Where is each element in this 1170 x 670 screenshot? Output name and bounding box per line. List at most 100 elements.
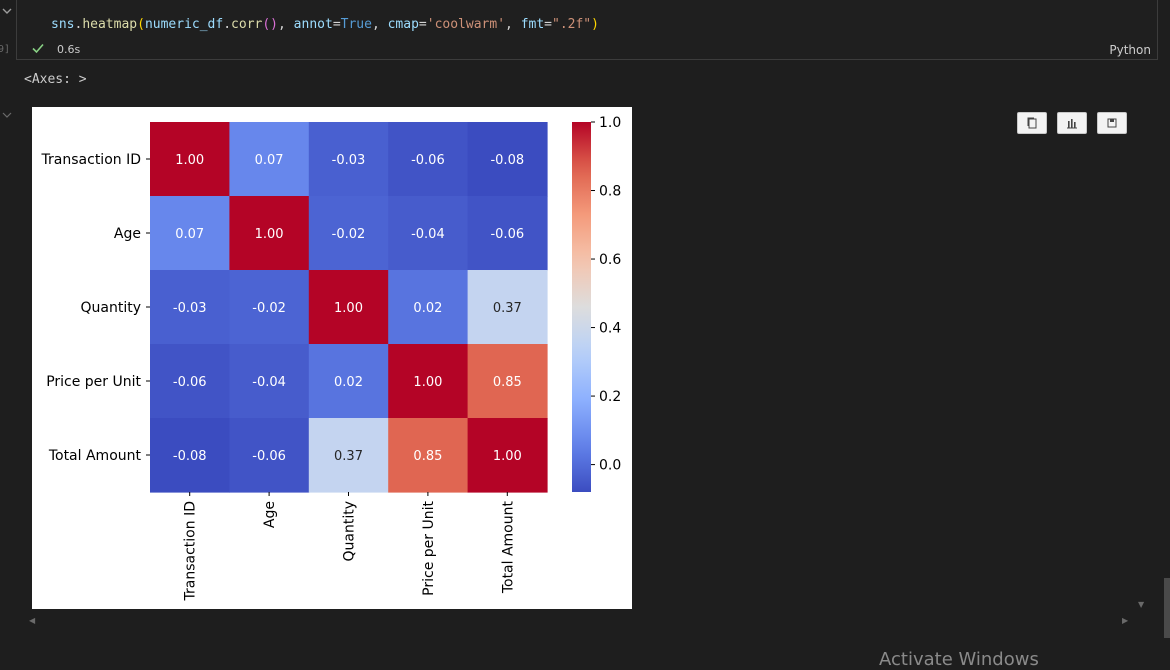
heatmap-annotation: 1.00 — [175, 153, 204, 168]
code-token: = — [544, 17, 552, 32]
heatmap-annotation: -0.02 — [332, 227, 366, 242]
colorbar-tick-label: 0.2 — [599, 389, 621, 405]
heatmap-cell — [150, 418, 230, 493]
heatmap-cell — [388, 196, 469, 271]
heatmap-cell — [229, 196, 310, 271]
code-token: cmap — [387, 17, 419, 32]
heatmap-cell — [308, 196, 389, 271]
heatmap-cell — [308, 418, 389, 493]
heatmap-plot: 1.00 0.07 -0.03 -0.06 -0.08 0.07 1.00 -0.02 -0.0… — [32, 107, 632, 609]
language-label[interactable]: Python — [1109, 43, 1151, 57]
heatmap-annotation: -0.02 — [252, 301, 286, 316]
scroll-down-arrow-icon[interactable]: ▼ — [1138, 600, 1145, 609]
heatmap-svg: 1.00 0.07 -0.03 -0.06 -0.08 0.07 1.00 -0.02 -0.0… — [41, 115, 622, 601]
heatmap-cell — [388, 344, 469, 419]
x-tick-label: Transaction ID — [183, 501, 199, 601]
open-plot-viewer-button[interactable] — [1057, 112, 1087, 134]
y-tick-label: Price per Unit — [46, 374, 141, 390]
heatmap-annotation: -0.03 — [332, 153, 366, 168]
colorbar-tick-label: 0.8 — [599, 184, 621, 200]
heatmap-annotation: 0.37 — [493, 301, 522, 316]
heatmap-cell — [150, 270, 230, 345]
x-tick-label: Total Amount — [500, 500, 516, 594]
heatmap-cell — [467, 122, 548, 197]
heatmap-annotation: 0.85 — [493, 375, 522, 390]
heatmap-cell — [388, 418, 469, 493]
heatmap-annotation: -0.06 — [411, 153, 445, 168]
heatmap-annotation: -0.08 — [173, 449, 207, 464]
heatmap-cell — [229, 418, 310, 493]
code-token: fmt — [520, 17, 545, 32]
heatmap-annotation: 1.00 — [255, 227, 284, 242]
heatmap-cell — [150, 196, 230, 271]
heatmap-cell — [467, 196, 548, 271]
code-token: , — [505, 17, 521, 32]
heatmap-annotation: 1.00 — [493, 449, 522, 464]
code-token: numeric_df — [144, 17, 224, 32]
save-icon — [1107, 118, 1117, 128]
colorbar-tick-label: 0.0 — [599, 458, 621, 474]
heatmap-cell — [229, 270, 310, 345]
x-tick-label: Age — [262, 501, 278, 528]
heatmap-cell — [308, 122, 389, 197]
code-token: , — [278, 17, 294, 32]
heatmap-annotation: -0.04 — [252, 375, 286, 390]
heatmap-cell — [467, 344, 548, 419]
colorbar-tick-label: 1.0 — [599, 115, 621, 131]
code-token: 'coolwarm' — [426, 17, 506, 32]
execution-time: 0.6s — [57, 43, 81, 56]
colorbar — [572, 122, 591, 492]
save-output-button[interactable] — [1097, 112, 1127, 134]
heatmap-annotation: 1.00 — [334, 301, 363, 316]
execution-count: 9] — [0, 44, 11, 55]
scroll-left-arrow-icon[interactable]: ◀ — [29, 616, 36, 625]
heatmap-annotation: 0.07 — [255, 153, 284, 168]
heatmap-annotation: 0.07 — [175, 227, 204, 242]
heatmap-annotation: 0.02 — [334, 375, 363, 390]
code-token: annot — [293, 17, 333, 32]
heatmap-cell — [308, 270, 389, 345]
heatmap-cell — [467, 270, 548, 345]
heatmap-cell — [388, 270, 469, 345]
code-token: . — [74, 17, 83, 32]
code-token: = — [332, 17, 341, 32]
heatmap-cell — [388, 122, 469, 197]
heatmap-annotation: -0.08 — [490, 153, 524, 168]
output-text: <Axes: > — [24, 72, 87, 87]
code-token: () — [262, 17, 279, 32]
code-token: heatmap — [82, 17, 138, 32]
heatmap-cell — [150, 122, 230, 197]
heatmap-annotation: -0.04 — [411, 227, 445, 242]
code-cell[interactable]: sns.heatmap(numeric_df.corr(), annot=Tru… — [16, 0, 1158, 60]
code-token: corr — [231, 17, 263, 32]
code-token: , — [371, 17, 388, 32]
heatmap-cell — [150, 344, 230, 419]
heatmap-annotation: 1.00 — [413, 375, 442, 390]
x-tick-label: Quantity — [342, 501, 358, 562]
scroll-right-arrow-icon[interactable]: ▶ — [1122, 616, 1129, 625]
heatmap-annotation: -0.06 — [173, 375, 207, 390]
heatmap-annotation: -0.03 — [173, 301, 207, 316]
y-tick-label: Transaction ID — [41, 152, 141, 168]
code-token: True — [340, 17, 372, 32]
heatmap-cell — [229, 122, 310, 197]
heatmap-annotation: 0.02 — [413, 301, 442, 316]
heatmap-annotation: -0.06 — [252, 449, 286, 464]
colorbar-tick-label: 0.6 — [599, 252, 621, 268]
heatmap-cell — [467, 418, 548, 493]
collapse-chevron-icon[interactable] — [2, 6, 12, 16]
x-tick-label: Price per Unit — [421, 500, 437, 595]
y-tick-label: Quantity — [81, 300, 142, 316]
vertical-scrollbar[interactable] — [1164, 578, 1170, 638]
success-check-icon — [32, 43, 44, 54]
code-line[interactable]: sns.heatmap(numeric_df.corr(), annot=Tru… — [51, 17, 599, 32]
copy-output-button[interactable] — [1017, 112, 1047, 134]
code-token: ( — [137, 17, 145, 32]
heatmap-cell — [308, 344, 389, 419]
heatmap-annotation: -0.06 — [490, 227, 524, 242]
code-token: sns — [51, 17, 75, 32]
code-token: ) — [591, 17, 599, 32]
y-tick-label: Age — [114, 226, 141, 242]
output-collapse-icon[interactable] — [2, 110, 12, 120]
chart-icon — [1067, 119, 1077, 129]
